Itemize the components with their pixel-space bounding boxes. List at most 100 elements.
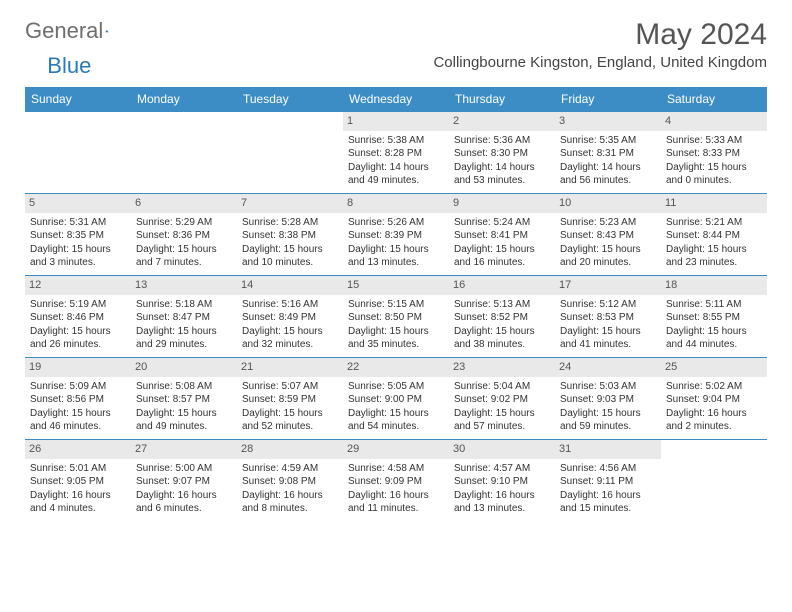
daylight-text: and 46 minutes. (30, 420, 126, 434)
sunset-text: Sunset: 8:44 PM (666, 229, 762, 243)
daylight-text: and 32 minutes. (242, 338, 338, 352)
sunset-text: Sunset: 8:49 PM (242, 311, 338, 325)
sunset-text: Sunset: 9:08 PM (242, 475, 338, 489)
calendar-cell: 24 Sunrise: 5:03 AMSunset: 9:03 PMDayligh… (555, 358, 661, 440)
sunset-text: Sunset: 8:38 PM (242, 229, 338, 243)
sunset-text: Sunset: 9:11 PM (560, 475, 656, 489)
sunrise-text: Sunrise: 5:01 AM (30, 462, 126, 476)
daylight-text: and 56 minutes. (560, 174, 656, 188)
day-number: 4 (661, 112, 767, 131)
day-number: 6 (131, 194, 237, 213)
daylight-text: Daylight: 15 hours (454, 325, 550, 339)
calendar-cell: 6 Sunrise: 5:29 AMSunset: 8:36 PMDaylight… (131, 194, 237, 276)
daylight-text: and 13 minutes. (454, 502, 550, 516)
sunrise-text: Sunrise: 5:33 AM (666, 134, 762, 148)
daylight-text: Daylight: 15 hours (666, 161, 762, 175)
daylight-text: Daylight: 14 hours (454, 161, 550, 175)
day-number: 7 (237, 194, 343, 213)
day-number: 30 (449, 440, 555, 459)
calendar-week-row: 1Sunrise: 5:38 AMSunset: 8:28 PMDaylight… (25, 112, 767, 194)
calendar-cell: 26Sunrise: 5:01 AMSunset: 9:05 PMDayligh… (25, 440, 131, 522)
day-header: Monday (131, 87, 237, 112)
sunrise-text: Sunrise: 5:13 AM (454, 298, 550, 312)
daylight-text: Daylight: 15 hours (30, 325, 126, 339)
calendar-week-row: 19Sunrise: 5:09 AMSunset: 8:56 PMDayligh… (25, 358, 767, 440)
daylight-text: and 3 minutes. (30, 256, 126, 270)
daylight-text: Daylight: 15 hours (242, 407, 338, 421)
daylight-text: and 0 minutes. (666, 174, 762, 188)
daylight-text: and 13 minutes. (348, 256, 444, 270)
sunrise-text: Sunrise: 5:31 AM (30, 216, 126, 230)
daylight-text: and 53 minutes. (454, 174, 550, 188)
logo: General (25, 18, 129, 44)
sunset-text: Sunset: 8:33 PM (666, 147, 762, 161)
sunset-text: Sunset: 9:10 PM (454, 475, 550, 489)
calendar-cell (661, 440, 767, 522)
calendar-cell: 29Sunrise: 4:58 AMSunset: 9:09 PMDayligh… (343, 440, 449, 522)
daylight-text: Daylight: 15 hours (136, 243, 232, 257)
calendar-cell: 18Sunrise: 5:11 AMSunset: 8:55 PMDayligh… (661, 276, 767, 358)
day-header: Tuesday (237, 87, 343, 112)
calendar-cell: 21Sunrise: 5:07 AMSunset: 8:59 PMDayligh… (237, 358, 343, 440)
sunrise-text: Sunrise: 5:26 AM (348, 216, 444, 230)
sunset-text: Sunset: 8:53 PM (560, 311, 656, 325)
sunset-text: Sunset: 8:50 PM (348, 311, 444, 325)
daylight-text: Daylight: 16 hours (454, 489, 550, 503)
calendar-cell: 11Sunrise: 5:21 AMSunset: 8:44 PMDayligh… (661, 194, 767, 276)
daylight-text: and 23 minutes. (666, 256, 762, 270)
daylight-text: Daylight: 15 hours (560, 407, 656, 421)
calendar-cell: 1Sunrise: 5:38 AMSunset: 8:28 PMDaylight… (343, 112, 449, 194)
calendar-cell: 27Sunrise: 5:00 AMSunset: 9:07 PMDayligh… (131, 440, 237, 522)
daylight-text: Daylight: 16 hours (136, 489, 232, 503)
sunrise-text: Sunrise: 5:03 AM (560, 380, 656, 394)
sunset-text: Sunset: 8:28 PM (348, 147, 444, 161)
sunset-text: Sunset: 9:05 PM (30, 475, 126, 489)
calendar-cell: 28Sunrise: 4:59 AMSunset: 9:08 PMDayligh… (237, 440, 343, 522)
day-number: 1 (343, 112, 449, 131)
daylight-text: and 49 minutes. (136, 420, 232, 434)
day-header: Wednesday (343, 87, 449, 112)
sunset-text: Sunset: 8:43 PM (560, 229, 656, 243)
sunrise-text: Sunrise: 5:16 AM (242, 298, 338, 312)
day-number: 11 (661, 194, 767, 213)
day-number: 3 (555, 112, 661, 131)
day-number: 28 (237, 440, 343, 459)
day-header: Saturday (661, 87, 767, 112)
calendar-cell: 3Sunrise: 5:35 AMSunset: 8:31 PMDaylight… (555, 112, 661, 194)
calendar-cell: 22Sunrise: 5:05 AMSunset: 9:00 PMDayligh… (343, 358, 449, 440)
sunset-text: Sunset: 8:31 PM (560, 147, 656, 161)
title-block: May 2024 Collingbourne Kingston, England… (433, 18, 767, 71)
day-number: 10 (555, 194, 661, 213)
sunrise-text: Sunrise: 5:35 AM (560, 134, 656, 148)
day-number: 31 (555, 440, 661, 459)
daylight-text: and 8 minutes. (242, 502, 338, 516)
sunset-text: Sunset: 9:07 PM (136, 475, 232, 489)
sunrise-text: Sunrise: 5:29 AM (136, 216, 232, 230)
daylight-text: Daylight: 16 hours (560, 489, 656, 503)
calendar-cell: 31 Sunrise: 4:56 AMSunset: 9:11 PMDayligh… (555, 440, 661, 522)
calendar-cell: 25Sunrise: 5:02 AMSunset: 9:04 PMDayligh… (661, 358, 767, 440)
calendar-cell: 5Sunrise: 5:31 AMSunset: 8:35 PMDaylight… (25, 194, 131, 276)
daylight-text: and 6 minutes. (136, 502, 232, 516)
sunset-text: Sunset: 8:46 PM (30, 311, 126, 325)
day-number: 23 (449, 358, 555, 377)
sunrise-text: Sunrise: 4:56 AM (560, 462, 656, 476)
sunset-text: Sunset: 9:03 PM (560, 393, 656, 407)
calendar-cell (237, 112, 343, 194)
daylight-text: and 59 minutes. (560, 420, 656, 434)
daylight-text: Daylight: 16 hours (666, 407, 762, 421)
daylight-text: and 16 minutes. (454, 256, 550, 270)
day-number: 24 (555, 358, 661, 377)
sunrise-text: Sunrise: 5:12 AM (560, 298, 656, 312)
daylight-text: and 49 minutes. (348, 174, 444, 188)
day-number: 15 (343, 276, 449, 295)
daylight-text: and 29 minutes. (136, 338, 232, 352)
logo-sail-icon (105, 22, 109, 40)
daylight-text: Daylight: 15 hours (348, 407, 444, 421)
sunset-text: Sunset: 9:02 PM (454, 393, 550, 407)
calendar-table: SundayMondayTuesdayWednesdayThursdayFrid… (25, 87, 767, 522)
sunset-text: Sunset: 8:52 PM (454, 311, 550, 325)
sunset-text: Sunset: 8:57 PM (136, 393, 232, 407)
calendar-cell: 10Sunrise: 5:23 AMSunset: 8:43 PMDayligh… (555, 194, 661, 276)
sunset-text: Sunset: 8:36 PM (136, 229, 232, 243)
